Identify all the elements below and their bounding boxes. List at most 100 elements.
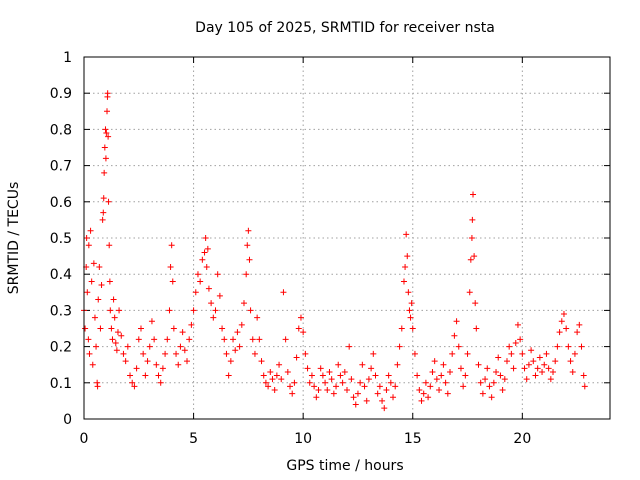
data-point xyxy=(179,329,186,336)
data-point xyxy=(104,90,111,97)
data-point xyxy=(170,325,177,332)
data-point xyxy=(100,209,107,216)
data-point xyxy=(482,376,489,383)
y-tick-label: 0.9 xyxy=(50,86,72,102)
data-point xyxy=(402,263,409,270)
data-point xyxy=(581,383,588,390)
data-point xyxy=(203,263,210,270)
x-tick-label: 15 xyxy=(404,431,422,447)
data-point xyxy=(335,361,342,368)
data-point xyxy=(164,336,171,343)
data-point xyxy=(144,358,151,365)
data-point xyxy=(244,242,251,249)
data-point xyxy=(256,336,263,343)
data-point xyxy=(390,394,397,401)
data-point xyxy=(497,372,504,379)
data-point xyxy=(106,242,113,249)
data-point xyxy=(408,300,415,307)
data-point xyxy=(99,216,106,223)
data-point xyxy=(104,108,111,115)
data-point xyxy=(105,198,112,205)
data-point xyxy=(122,358,129,365)
data-point xyxy=(245,227,252,234)
data-point xyxy=(232,347,239,354)
data-point xyxy=(102,155,109,162)
data-point xyxy=(111,314,118,321)
data-point xyxy=(108,325,115,332)
data-point xyxy=(258,358,265,365)
data-point xyxy=(269,376,276,383)
data-point xyxy=(89,361,96,368)
data-point xyxy=(85,336,92,343)
data-point xyxy=(127,372,134,379)
data-point xyxy=(175,361,182,368)
data-point xyxy=(352,401,359,408)
data-point xyxy=(534,365,541,372)
plot-frame xyxy=(83,56,611,420)
data-point xyxy=(530,358,537,365)
grid xyxy=(84,57,610,419)
data-point xyxy=(344,387,350,394)
data-point xyxy=(422,379,429,386)
data-point xyxy=(90,260,97,267)
data-point xyxy=(455,343,462,350)
data-point xyxy=(495,354,502,361)
data-point xyxy=(512,339,519,346)
x-tick-label: 0 xyxy=(80,431,89,447)
data-point xyxy=(354,390,361,397)
data-point xyxy=(192,289,199,296)
data-point xyxy=(471,253,478,260)
chart-title: Day 105 of 2025, SRMTID for receiver nst… xyxy=(195,20,495,36)
data-point xyxy=(287,383,294,390)
data-point xyxy=(466,289,473,296)
data-point xyxy=(363,397,370,404)
data-point xyxy=(112,339,119,346)
data-point xyxy=(501,376,508,383)
data-point xyxy=(571,350,578,357)
data-point xyxy=(567,358,574,365)
data-point xyxy=(558,318,565,325)
data-point xyxy=(503,358,510,365)
data-point xyxy=(404,253,411,260)
data-point xyxy=(543,350,550,357)
data-point xyxy=(468,235,475,241)
data-point xyxy=(146,343,153,350)
data-point xyxy=(444,390,451,397)
data-point xyxy=(556,329,563,336)
data-point xyxy=(162,350,169,357)
data-point xyxy=(276,361,283,368)
x-tick-label: 10 xyxy=(294,431,312,447)
data-point xyxy=(85,242,92,249)
data-point xyxy=(87,227,94,234)
data-point xyxy=(106,278,113,285)
data-point xyxy=(510,365,517,372)
data-point xyxy=(194,271,201,278)
data-point xyxy=(319,372,326,379)
y-tick-label: 0.8 xyxy=(50,122,72,138)
data-point xyxy=(517,336,524,343)
data-point xyxy=(201,249,208,256)
x-tick-label: 5 xyxy=(189,431,198,447)
data-point xyxy=(490,379,497,386)
data-point xyxy=(129,379,136,386)
data-point xyxy=(317,365,324,372)
data-point xyxy=(110,296,117,303)
data-point xyxy=(205,285,212,292)
data-point xyxy=(204,245,211,252)
data-point xyxy=(118,332,125,339)
data-point xyxy=(460,383,467,390)
data-point xyxy=(578,343,585,350)
data-point xyxy=(479,390,486,397)
data-point xyxy=(116,307,123,314)
data-point xyxy=(120,350,127,357)
data-point xyxy=(159,365,166,372)
data-point xyxy=(103,130,110,137)
data-point xyxy=(167,263,174,270)
data-point xyxy=(249,336,256,343)
data-point xyxy=(190,307,197,314)
y-tick-label: 0.2 xyxy=(50,340,72,356)
data-point xyxy=(322,379,329,386)
data-point xyxy=(273,372,280,379)
data-point xyxy=(451,332,458,339)
data-point xyxy=(246,256,253,263)
